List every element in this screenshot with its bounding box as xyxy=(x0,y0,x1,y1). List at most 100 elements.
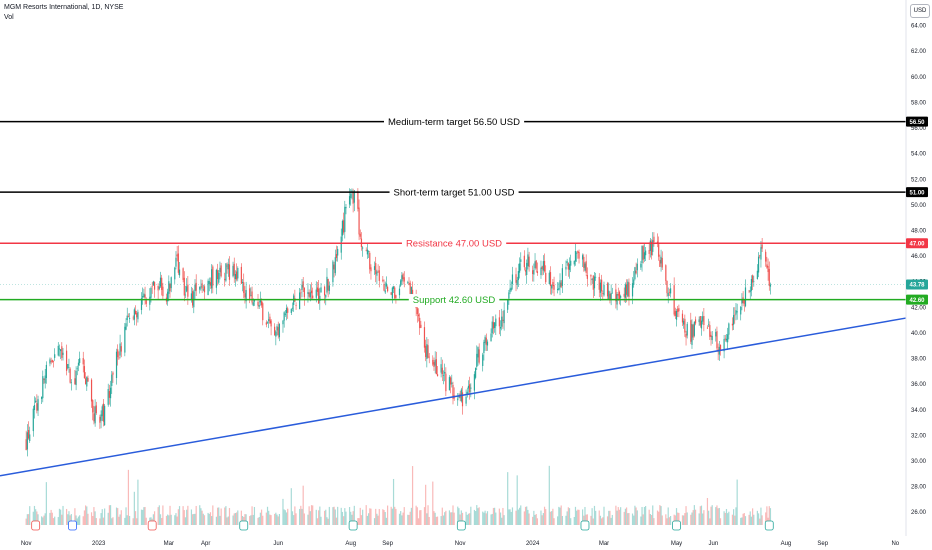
candle-body xyxy=(419,317,421,329)
volume-bar xyxy=(458,508,460,525)
candle-body xyxy=(485,337,487,345)
candle-body xyxy=(476,353,478,367)
candle-body xyxy=(574,250,577,262)
volume-bar xyxy=(451,512,453,525)
volume-bar xyxy=(128,515,131,525)
volume-bar xyxy=(144,506,146,525)
candle-body xyxy=(74,378,76,385)
time-tick-label: Nov xyxy=(21,541,32,547)
volume-bar xyxy=(258,517,260,525)
candle-body xyxy=(225,263,227,281)
candle-body xyxy=(143,293,145,298)
volume-bar xyxy=(645,506,647,525)
volume-bar xyxy=(678,512,680,525)
candle-body xyxy=(549,272,552,287)
volume-bar xyxy=(402,512,404,525)
candle-body xyxy=(337,248,339,256)
volume-bar xyxy=(145,517,147,525)
volume-bar xyxy=(565,515,567,525)
volume-bar xyxy=(307,514,309,525)
volume-bar xyxy=(694,509,697,525)
volume-bar xyxy=(660,506,662,525)
candle-body xyxy=(507,300,509,310)
candle-body xyxy=(703,316,705,325)
volume-bar xyxy=(365,505,367,525)
candle-body xyxy=(107,388,109,405)
candle-body xyxy=(250,295,252,296)
candle-body xyxy=(735,310,737,315)
volume-bar xyxy=(237,510,239,525)
volume-bar xyxy=(466,514,468,525)
candle-body xyxy=(557,288,559,291)
candle-body xyxy=(357,191,359,209)
volume-bar xyxy=(409,511,411,525)
candle-body xyxy=(219,267,221,273)
volume-bar xyxy=(541,515,543,525)
candle-body xyxy=(685,333,687,338)
volume-bar xyxy=(212,505,214,525)
candle-body xyxy=(410,286,412,299)
volume-bar xyxy=(367,513,370,525)
candle-body xyxy=(309,292,311,298)
volume-bar xyxy=(445,510,447,525)
time-tick-label: Aug xyxy=(781,541,792,547)
volume-bar xyxy=(685,506,687,525)
volume-bar xyxy=(203,515,206,525)
candle-body xyxy=(201,283,203,289)
candle-body xyxy=(249,288,251,300)
candle-body xyxy=(434,360,436,366)
volume-bar xyxy=(352,511,354,525)
candle-body xyxy=(744,287,747,307)
volume-bar xyxy=(576,510,578,525)
volume-bar xyxy=(224,507,226,525)
volume-bar xyxy=(340,507,342,525)
volume-bar xyxy=(259,512,261,525)
candle-body xyxy=(332,261,334,283)
volume-bar xyxy=(284,510,286,525)
volume-bar xyxy=(253,506,256,525)
currency-button[interactable]: USD xyxy=(910,4,930,18)
price-tag-label: 47.00 xyxy=(909,241,925,247)
volume-bar xyxy=(325,509,327,525)
price-tick-label: 60.00 xyxy=(911,75,927,81)
volume-bar xyxy=(561,515,563,525)
volume-bar xyxy=(528,513,530,525)
candle-body xyxy=(398,288,401,296)
volume-bar xyxy=(118,516,120,525)
volume-bar xyxy=(731,514,734,525)
volume-bar xyxy=(615,505,617,525)
volume-bar xyxy=(515,510,517,525)
candle-body xyxy=(62,352,64,355)
level-label: Resistance 47.00 USD xyxy=(406,239,502,250)
candle-body xyxy=(636,263,638,271)
volume-bar xyxy=(742,513,744,525)
time-axis: Nov 2023 Mar Apr Jun Aug Sep Nov 2024 Mar May Jun Au… xyxy=(21,541,900,547)
candle-body xyxy=(508,292,510,299)
price-tag-bg xyxy=(906,116,928,127)
candle-body xyxy=(400,280,402,286)
candle-body xyxy=(359,233,361,237)
earnings-marker xyxy=(348,520,358,531)
candle-body xyxy=(44,375,46,384)
volume-bar xyxy=(517,509,519,525)
volume-bar xyxy=(184,517,187,525)
volume-bar xyxy=(461,512,464,525)
volume-bar xyxy=(69,515,71,525)
price-tag-bg xyxy=(906,238,928,249)
volume-bar xyxy=(702,513,704,525)
candle-body xyxy=(728,323,730,335)
volume-bar xyxy=(507,472,509,525)
volume-bar xyxy=(275,512,277,525)
volume-bar xyxy=(408,514,410,525)
candle-body xyxy=(215,269,217,288)
volume-bar xyxy=(592,518,594,525)
candle-body xyxy=(552,282,554,287)
volume-bar xyxy=(226,517,228,525)
volume-bar xyxy=(101,509,103,525)
candle-body xyxy=(760,247,762,260)
candle-body xyxy=(228,264,231,280)
volume-bar xyxy=(153,511,156,525)
volume-bar xyxy=(543,506,546,525)
candle-body xyxy=(645,250,647,256)
